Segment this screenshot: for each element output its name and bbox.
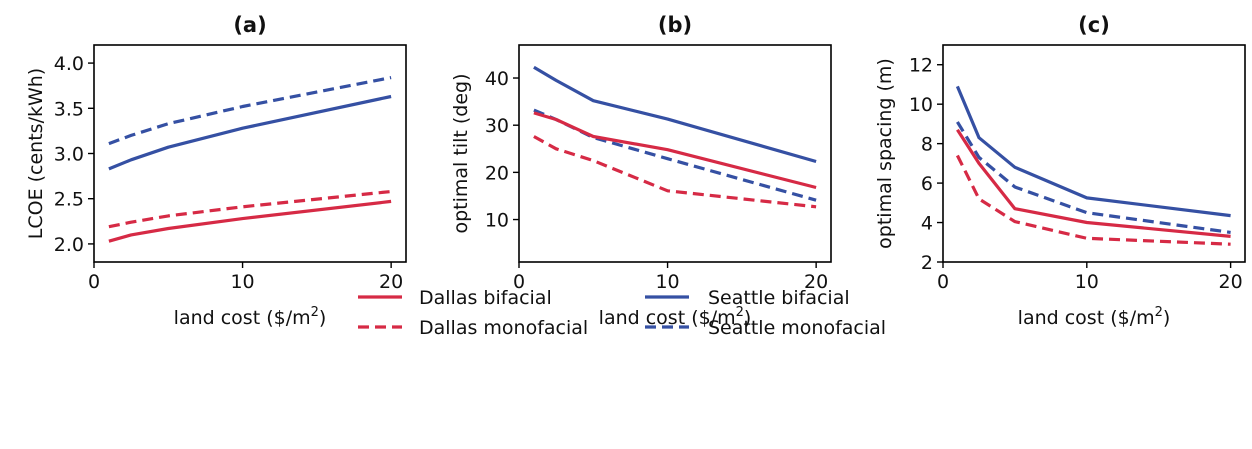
- series-line-seattle-monofacial: [956, 121, 1231, 234]
- legend-label-dallas-monofacial: Dallas monofacial: [419, 317, 588, 339]
- y-tick-label: 2: [921, 252, 933, 274]
- series-line-dallas-bifacial: [533, 111, 817, 190]
- panel-1: (a) 0 10 20 2.0 2.5 3.0 3.5 4.0 land cost ($/m2) L…: [25, 13, 407, 329]
- axes-frame: [93, 44, 407, 263]
- y-tick-label: 2.5: [54, 189, 84, 211]
- y-tick-label: 12: [909, 55, 933, 77]
- x-axis-label: land cost ($/m2): [599, 305, 752, 329]
- y-tick-label: 30: [485, 115, 509, 137]
- y-tick-label: 20: [485, 162, 509, 184]
- x-tick-label: 20: [804, 271, 828, 293]
- series-line-dallas-monofacial: [108, 189, 392, 229]
- x-tick-label: 10: [655, 271, 679, 293]
- x-tick-label: 10: [230, 271, 254, 293]
- series-line-dallas-monofacial: [955, 154, 1231, 246]
- axes-frame: [518, 44, 832, 263]
- legend-label-seattle-bifacial: Seattle bifacial: [708, 287, 850, 309]
- legend-label-dallas-bifacial: Dallas bifacial: [419, 287, 552, 309]
- x-axis-label: land cost ($/m2): [1018, 305, 1171, 329]
- y-tick-label: 10: [485, 210, 509, 232]
- x-tick-label: 0: [88, 271, 100, 293]
- series-line-seattle-monofacial: [108, 76, 392, 146]
- x-tick-label: 0: [937, 271, 949, 293]
- series-line-dallas-bifacial: [956, 128, 1231, 238]
- y-tick-label: 6: [921, 173, 933, 195]
- panel-title: (c): [1078, 13, 1110, 37]
- y-tick-label: 3.0: [54, 144, 84, 166]
- panel-2: (b) 0 10 20 10 20 30 40 land cost ($/m2) optimal …: [450, 13, 832, 329]
- panel-title: (a): [233, 13, 266, 37]
- y-axis-label: optimal tilt (deg): [450, 73, 472, 233]
- x-tick-label: 0: [513, 271, 525, 293]
- series-line-seattle-monofacial: [533, 108, 817, 202]
- x-axis-label: land cost ($/m2): [174, 305, 327, 329]
- series-line-seattle-bifacial: [108, 94, 392, 171]
- y-axis-label: optimal spacing (m): [874, 58, 896, 249]
- y-tick-label: 3.5: [54, 98, 84, 120]
- x-tick-label: 20: [1219, 271, 1243, 293]
- y-tick-label: 4.0: [54, 53, 84, 75]
- legend-label-seattle-monofacial: Seattle monofacial: [708, 317, 886, 339]
- y-tick-label: 4: [921, 213, 933, 235]
- y-tick-label: 8: [921, 134, 933, 156]
- y-tick-label: 40: [485, 68, 509, 90]
- y-axis-label: LCOE (cents/kWh): [25, 68, 47, 239]
- series-line-seattle-bifacial: [533, 65, 817, 164]
- legend: Dallas bifacial Seattle bifacial Dallas …: [358, 287, 886, 339]
- y-tick-label: 10: [909, 94, 933, 116]
- series-line-dallas-bifacial: [108, 199, 392, 243]
- axes-frame: [942, 44, 1246, 263]
- series-line-seattle-bifacial: [955, 85, 1231, 218]
- x-tick-label: 10: [1075, 271, 1099, 293]
- panel-3: (c) 0 10 20 2 4 6 8 10 12 land cost ($/m2) optimal …: [874, 13, 1246, 329]
- x-tick-label: 20: [379, 271, 403, 293]
- series-line-dallas-monofacial: [533, 135, 817, 209]
- y-tick-label: 2.0: [54, 234, 84, 256]
- panel-title: (b): [658, 13, 692, 37]
